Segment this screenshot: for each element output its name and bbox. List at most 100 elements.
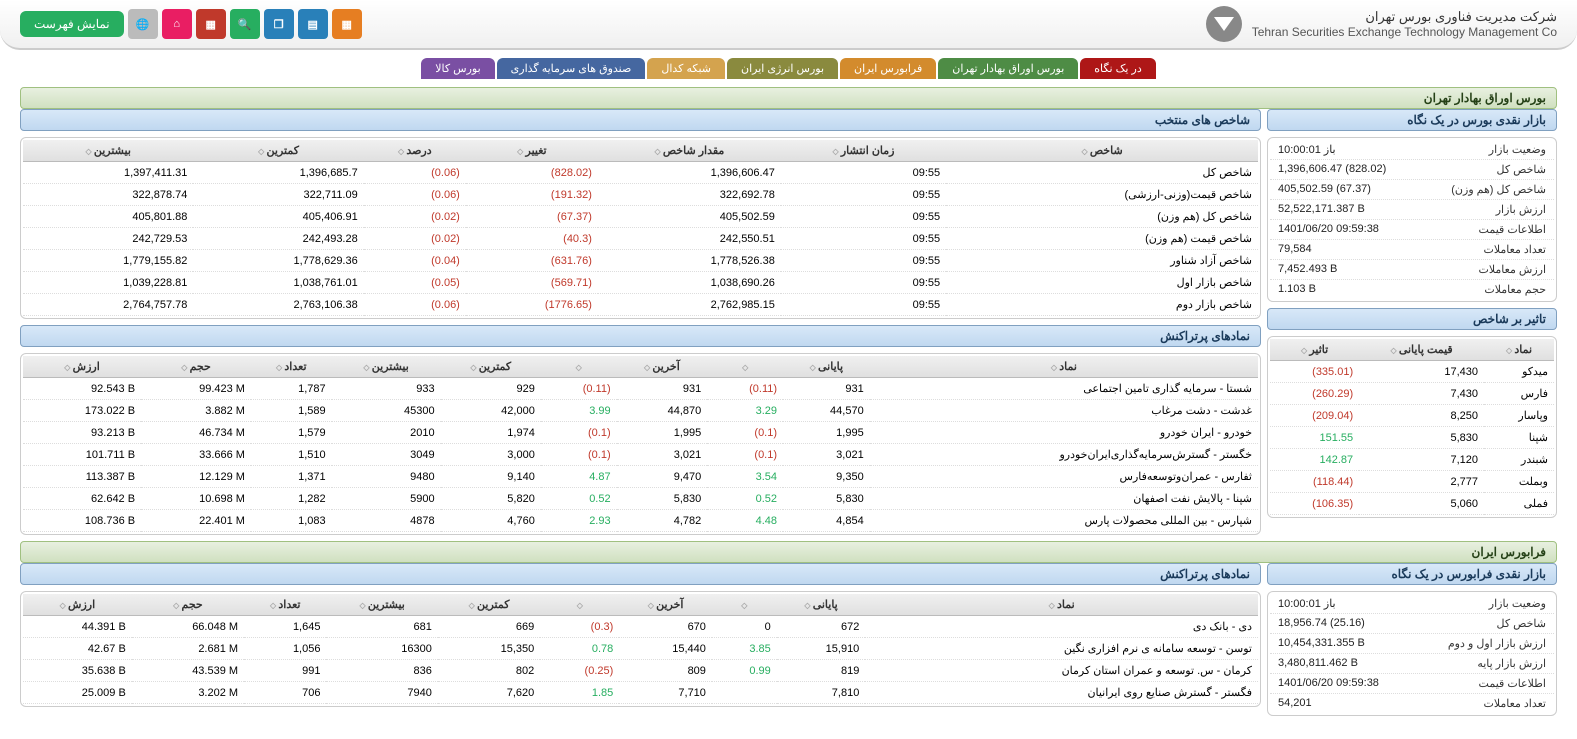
table-row[interactable]: شاخص قیمت (هم وزن)09:55242,550.51(40.3)(… xyxy=(23,228,1258,250)
col-header[interactable]: نماد xyxy=(1484,339,1554,361)
table-row[interactable]: توسن - توسعه سامانه ی نرم افزاری نگین15,… xyxy=(23,638,1258,660)
cash-market-panel: وضعیت بازارباز 10:00:01شاخص کل1,396,606.… xyxy=(1267,137,1557,302)
book-icon[interactable]: ❐ xyxy=(264,9,294,39)
table-row[interactable]: شبندر7,120142.87 xyxy=(1270,449,1554,471)
table-row[interactable]: شپنا5,830151.55 xyxy=(1270,427,1554,449)
col-header[interactable]: ارزش xyxy=(23,356,141,378)
col-header[interactable]: نماد xyxy=(870,356,1258,378)
tabs: در یک نگاه بورس اوراق بهادار تهران فرابو… xyxy=(0,58,1577,79)
table-row[interactable]: میدکو17,430(335.01) xyxy=(1270,361,1554,383)
col-header[interactable]: حجم xyxy=(141,356,251,378)
col-header[interactable]: کمترین xyxy=(193,140,363,162)
index-effect-title: تاثیر بر شاخص xyxy=(1267,308,1557,330)
tab-farabourse[interactable]: فرابورس ایران xyxy=(840,58,936,79)
company-name-fa: شرکت مدیریت فناوری بورس تهران xyxy=(1252,9,1557,25)
table-row[interactable]: شاخص قیمت(وزنی-ارزشی)09:55322,692.78(191… xyxy=(23,184,1258,206)
col-header[interactable]: مقدار شاخص xyxy=(598,140,781,162)
col-header[interactable] xyxy=(541,356,617,378)
kv-key: ارزش معاملات xyxy=(1478,263,1546,276)
fb-top-title: نمادهای پرتراکنش xyxy=(20,563,1261,585)
table-row[interactable]: شستا - سرمایه گذاری تامین اجتماعی931(0.1… xyxy=(23,378,1258,400)
topbar: شرکت مدیریت فناوری بورس تهران Tehran Sec… xyxy=(0,0,1577,50)
kv-val: 54,201 xyxy=(1278,697,1312,710)
table-row[interactable]: خگستر - گسترش‌سرمایه‌گذاری‌ایران‌خودرو3,… xyxy=(23,444,1258,466)
kv-val: 10,454,331.355 B xyxy=(1278,637,1365,650)
kv-key: وضعیت بازار xyxy=(1489,143,1546,156)
table-row[interactable]: فگستر - گسترش صنایع روی ایرانیان7,8107,7… xyxy=(23,682,1258,704)
table-row[interactable]: وبملت2,777(118.44) xyxy=(1270,471,1554,493)
table-icon[interactable]: ▦ xyxy=(196,9,226,39)
col-header[interactable] xyxy=(712,594,777,616)
kv-key: ارزش بازار پایه xyxy=(1477,657,1546,670)
tab-commodity[interactable]: بورس کالا xyxy=(421,58,494,79)
show-list-button[interactable]: نمایش فهرست xyxy=(20,11,124,37)
col-header[interactable]: تعداد xyxy=(251,356,332,378)
col-header[interactable]: آخرین xyxy=(617,356,708,378)
table-row[interactable]: خودرو - ایران خودرو1,995(0.1)1,995(0.1)1… xyxy=(23,422,1258,444)
col-header[interactable]: پایانی xyxy=(777,594,866,616)
top-symbols-panel: نمادپایانی آخرین کمترینبیشترینتعدادحجمارزش… xyxy=(20,353,1261,535)
table-row[interactable]: شاخص بازار اول09:551,038,690.26(569.71)(… xyxy=(23,272,1258,294)
index-effect-panel: نمادقیمت پایانیتاثیرمیدکو17,430(335.01)ف… xyxy=(1267,336,1557,518)
kv-key: شاخص کل xyxy=(1497,617,1546,630)
table-row[interactable]: شاخص کل09:551,396,606.47(828.02)(0.06)1,… xyxy=(23,162,1258,184)
kv-key: حجم معاملات xyxy=(1484,283,1546,296)
col-header[interactable]: بیشترین xyxy=(332,356,441,378)
col-header[interactable]: نماد xyxy=(865,594,1258,616)
kv-val: 18,956.74 (25.16) xyxy=(1278,617,1365,630)
logo-icon xyxy=(1206,6,1242,42)
grid-icon[interactable]: ▦ xyxy=(332,9,362,39)
col-header[interactable]: تعداد xyxy=(244,594,326,616)
col-header[interactable] xyxy=(540,594,619,616)
tab-tse[interactable]: بورس اوراق بهادار تهران xyxy=(938,58,1078,79)
tse-section-title: بورس اوراق بهادار تهران xyxy=(20,87,1557,109)
chart-icon[interactable]: ▤ xyxy=(298,9,328,39)
col-header[interactable]: بیشترین xyxy=(326,594,437,616)
globe-icon[interactable]: 🌐 xyxy=(128,9,158,39)
table-row[interactable]: دی - بانک دی6720670(0.3)6696811,64566.04… xyxy=(23,616,1258,638)
table-row[interactable]: شپارس - بین المللی محصولات پارس4,8544.48… xyxy=(23,510,1258,532)
kv-val: 1.103 B xyxy=(1278,283,1316,296)
table-row[interactable]: فارس7,430(260.29) xyxy=(1270,383,1554,405)
tab-funds[interactable]: صندوق های سرمایه گذاری xyxy=(497,58,646,79)
table-row[interactable]: شاخص آزاد شناور09:551,778,526.38(631.76)… xyxy=(23,250,1258,272)
kv-key: تعداد معاملات xyxy=(1483,697,1546,710)
col-header[interactable]: بیشترین xyxy=(23,140,193,162)
table-row[interactable]: ثفارس - عمران‌وتوسعه‌فارس9,3503.549,4704… xyxy=(23,466,1258,488)
col-header[interactable]: زمان انتشار xyxy=(781,140,946,162)
table-row[interactable]: شاخص بازار دوم09:552,762,985.15(1776.65)… xyxy=(23,294,1258,316)
home-icon[interactable]: ⌂ xyxy=(162,9,192,39)
tab-energy[interactable]: بورس انرژی ایران xyxy=(727,58,838,79)
col-header[interactable]: قیمت پایانی xyxy=(1359,339,1484,361)
kv-key: ارزش بازار xyxy=(1496,203,1546,216)
toolbar: ▦ ▤ ❐ 🔍 ▦ ⌂ 🌐 نمایش فهرست xyxy=(20,9,362,39)
fb-cash-panel: وضعیت بازارباز 10:00:01شاخص کل18,956.74 … xyxy=(1267,591,1557,716)
col-header[interactable]: شاخص xyxy=(946,140,1258,162)
tab-glance[interactable]: در یک نگاه xyxy=(1080,58,1155,79)
logo-area: شرکت مدیریت فناوری بورس تهران Tehran Sec… xyxy=(1206,6,1557,42)
table-row[interactable]: شپنا - پالایش نفت اصفهان5,8300.525,8300.… xyxy=(23,488,1258,510)
col-header[interactable]: درصد xyxy=(364,140,466,162)
search-icon[interactable]: 🔍 xyxy=(230,9,260,39)
col-header[interactable]: کمترین xyxy=(438,594,540,616)
farabourse-section-title: فرابورس ایران xyxy=(20,541,1557,563)
col-header[interactable]: ارزش xyxy=(23,594,132,616)
col-header[interactable] xyxy=(707,356,783,378)
table-row[interactable]: کرمان - س. توسعه و عمران استان کرمان8190… xyxy=(23,660,1258,682)
table-row[interactable]: فملی5,060(106.35) xyxy=(1270,493,1554,515)
company-name-en: Tehran Securities Exchange Technology Ma… xyxy=(1252,25,1557,39)
col-header[interactable]: پایانی xyxy=(783,356,870,378)
kv-val: 79,584 xyxy=(1278,243,1312,256)
col-header[interactable]: کمترین xyxy=(441,356,541,378)
cash-market-title: بازار نقدی بورس در یک نگاه xyxy=(1267,109,1557,131)
table-row[interactable]: وپاسار8,250(209.04) xyxy=(1270,405,1554,427)
table-row[interactable]: غدشت - دشت مرغاب44,5703.2944,8703.9942,0… xyxy=(23,400,1258,422)
col-header[interactable]: حجم xyxy=(132,594,244,616)
tab-codal[interactable]: شبکه کدال xyxy=(647,58,725,79)
col-header[interactable]: تاثیر xyxy=(1270,339,1359,361)
table-row[interactable]: شاخص كل (هم وزن)09:55405,502.59(67.37)(0… xyxy=(23,206,1258,228)
top-symbols-title: نمادهای پرتراکنش xyxy=(20,325,1261,347)
col-header[interactable]: تغییر xyxy=(466,140,598,162)
kv-val: 52,522,171.387 B xyxy=(1278,203,1365,216)
col-header[interactable]: آخرین xyxy=(619,594,712,616)
